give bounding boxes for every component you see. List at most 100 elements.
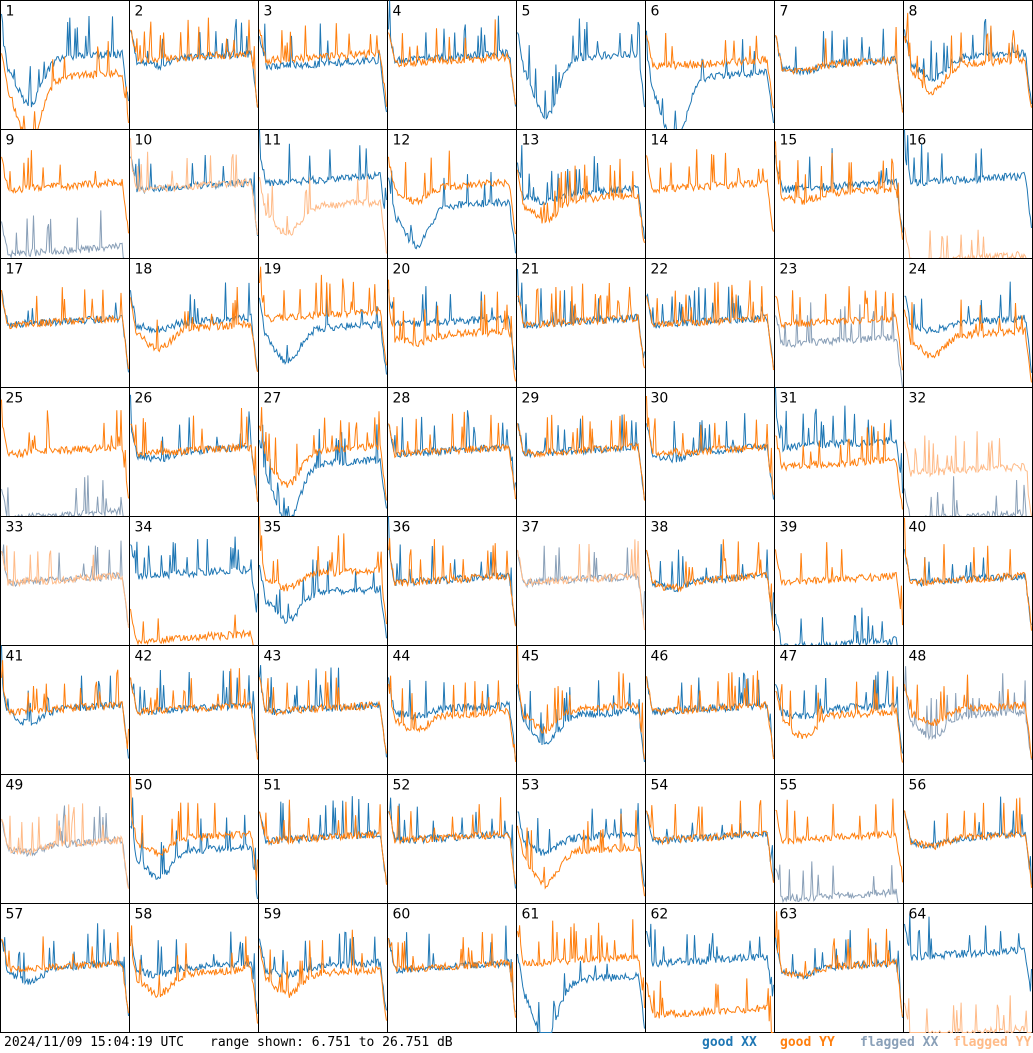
panel-12: 12 (387, 129, 517, 259)
series-xx-line (775, 387, 903, 494)
panel-number: 45 (522, 649, 540, 665)
series-xx-line (259, 297, 387, 375)
series-xx-line (388, 410, 516, 491)
series-xx-line (775, 861, 903, 904)
panel-number: 20 (393, 262, 411, 278)
panel-number: 9 (6, 133, 15, 149)
panel-35: 35 (258, 516, 388, 646)
panel-frame (645, 129, 775, 259)
series-xx-line (775, 302, 903, 388)
panel-number: 6 (651, 4, 660, 20)
panel-number: 54 (651, 778, 669, 794)
panel-57: 57 (0, 903, 130, 1033)
series-yy-line (130, 608, 258, 646)
series-yy-line (388, 538, 516, 627)
panel-frame (129, 774, 259, 904)
panel-number: 25 (6, 391, 24, 407)
panel-number: 61 (522, 907, 540, 923)
legend-good-xx: good XX (702, 1035, 757, 1050)
series-yy-line (904, 517, 1032, 631)
series-yy-line (517, 414, 645, 501)
panel-frame (516, 0, 646, 130)
series-yy-line (517, 919, 645, 1009)
panel-number: 56 (909, 778, 927, 794)
panel-number: 55 (780, 778, 798, 794)
panel-47: 47 (774, 645, 904, 775)
panel-number: 19 (264, 262, 282, 278)
panel-frame (903, 387, 1033, 517)
panel-16: 16 (903, 129, 1033, 261)
series-xx-line (259, 559, 387, 639)
series-yy-line (388, 411, 516, 500)
series-yy-line (517, 158, 645, 244)
panel-number: 48 (909, 649, 927, 665)
series-xx-line (517, 680, 645, 763)
panel-number: 30 (651, 391, 669, 407)
panel-frame (129, 129, 259, 259)
series-yy-line (775, 798, 903, 883)
panel-36: 36 (387, 516, 517, 646)
panel-number: 57 (6, 907, 24, 923)
panel-frame (387, 258, 517, 388)
series-yy-line (646, 280, 774, 371)
panel-46: 46 (645, 645, 775, 775)
series-yy-line (259, 929, 387, 1021)
panel-frame (903, 903, 1033, 1033)
panel-frame (903, 258, 1033, 388)
panel-42: 42 (129, 645, 259, 775)
panel-number: 24 (909, 262, 927, 278)
panel-frame (645, 516, 775, 646)
series-yy-line (517, 282, 645, 369)
panel-22: 22 (645, 258, 775, 388)
panel-38: 38 (645, 516, 775, 646)
series-yy-line (775, 911, 903, 1018)
series-yy-line (646, 539, 774, 631)
panel-41: 41 (0, 645, 130, 775)
panel-24: 24 (903, 258, 1033, 388)
panel-3: 3 (258, 0, 388, 130)
panel-number: 12 (393, 133, 411, 149)
series-yy-line (130, 286, 258, 373)
panel-number: 44 (393, 649, 411, 665)
panel-number: 39 (780, 520, 798, 536)
panel-frame (258, 387, 388, 517)
panel-53: 53 (516, 774, 646, 904)
legend-flagged-yy: flagged YY (953, 1035, 1032, 1050)
series-xx-line (1, 210, 129, 259)
series-yy-line (517, 645, 645, 760)
series-yy-line (904, 299, 1032, 383)
panel-23: 23 (774, 258, 904, 388)
series-xx-line (517, 18, 645, 121)
panel-49: 49 (0, 774, 130, 904)
panel-7: 7 (774, 0, 904, 130)
series-yy-line (646, 395, 774, 495)
series-yy-line (1, 545, 129, 628)
series-xx-line (130, 19, 258, 108)
footer-bar: 2024/11/09 15:04:19 UTC range shown: 6.7… (0, 1033, 1033, 1053)
series-yy-line (130, 407, 258, 502)
panel-frame (0, 129, 130, 259)
series-xx-line (388, 170, 516, 254)
series-yy-line (259, 23, 387, 107)
series-yy-line (904, 797, 1032, 888)
panel-number: 47 (780, 649, 798, 665)
panel-18: 18 (129, 258, 259, 388)
panel-64: 64 (903, 903, 1033, 1033)
panel-number: 59 (264, 907, 282, 923)
series-yy-line (646, 978, 774, 1033)
series-xx-line (646, 413, 774, 500)
panel-33: 33 (0, 516, 130, 646)
legend-flagged-xx: flagged XX (860, 1035, 939, 1050)
series-yy-line (259, 799, 387, 885)
series-xx-line (517, 414, 645, 501)
panel-10: 10 (129, 129, 259, 259)
panel-number: 34 (135, 520, 153, 536)
panel-number: 53 (522, 778, 540, 794)
panel-31: 31 (774, 387, 904, 517)
panel-number: 35 (264, 520, 282, 536)
series-xx-line (517, 269, 645, 359)
series-yy-line (1, 399, 129, 499)
panel-32: 32 (903, 387, 1033, 519)
panel-frame (258, 516, 388, 646)
